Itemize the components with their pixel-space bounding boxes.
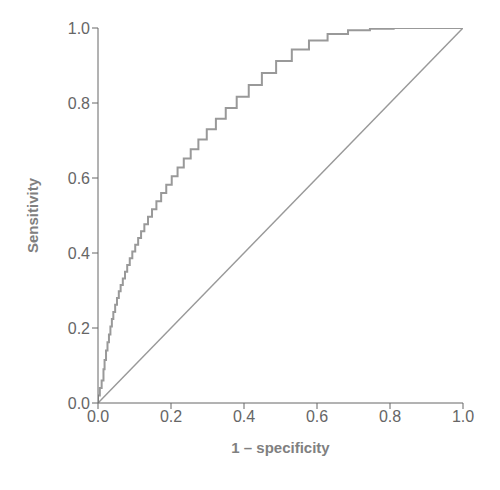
svg-text:0.4: 0.4 [233, 408, 255, 425]
svg-text:0.6: 0.6 [306, 408, 328, 425]
svg-text:1 – specificity: 1 – specificity [231, 439, 330, 456]
svg-text:0.4: 0.4 [68, 245, 90, 262]
svg-text:0.6: 0.6 [68, 170, 90, 187]
svg-text:1.0: 1.0 [68, 20, 90, 37]
svg-text:Sensitivity: Sensitivity [24, 177, 41, 253]
svg-text:0.8: 0.8 [379, 408, 401, 425]
svg-text:0.0: 0.0 [68, 395, 90, 412]
svg-text:0.8: 0.8 [68, 95, 90, 112]
svg-text:0.0: 0.0 [87, 408, 109, 425]
svg-text:0.2: 0.2 [68, 320, 90, 337]
svg-text:1.0: 1.0 [452, 408, 474, 425]
svg-text:0.2: 0.2 [160, 408, 182, 425]
